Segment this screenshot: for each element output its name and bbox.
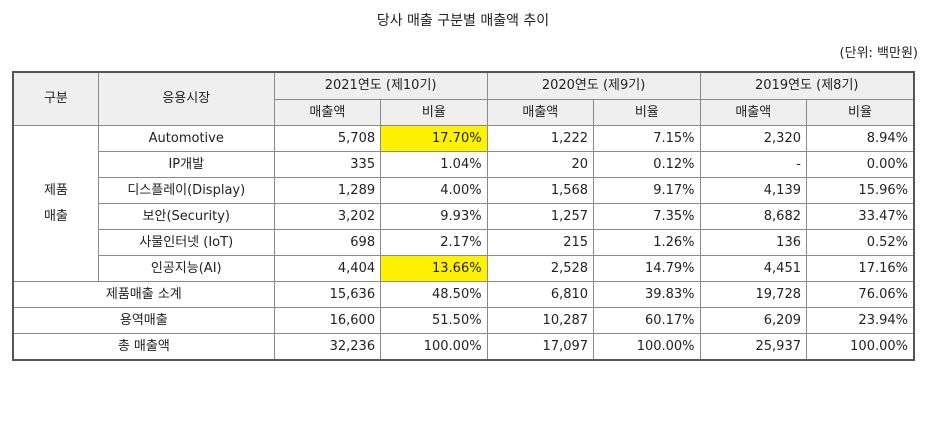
ratio-cell: 2.17%: [380, 229, 488, 256]
sales-cell: 5,708: [273, 125, 382, 152]
sales-cell: 19,728: [699, 281, 808, 308]
ratio-cell: 100.00%: [806, 333, 915, 361]
sales-cell: 8,682: [699, 203, 808, 230]
sales-cell: 20: [486, 151, 595, 178]
market-cell: 인공지능(AI): [97, 255, 275, 282]
sales-cell: 10,287: [486, 307, 595, 334]
sales-cell: 1,257: [486, 203, 595, 230]
summary-label: 용역매출: [12, 307, 275, 334]
header-row-metrics: 매출액 비율 매출액 비율 매출액 비율: [13, 99, 915, 126]
sales-cell: 698: [273, 229, 382, 256]
sales-cell: 1,568: [486, 177, 595, 204]
ratio-cell: 0.52%: [806, 229, 915, 256]
header-year-2021: 2021연도 (제10기): [273, 71, 488, 100]
ratio-cell: 60.17%: [593, 307, 701, 334]
sales-cell: 3,202: [273, 203, 382, 230]
table-row: 보안(Security) 3,202 9.93% 1,257 7.35% 8,682 33.…: [13, 203, 915, 230]
ratio-cell: 1.26%: [593, 229, 701, 256]
revenue-table: 구분 응용시장 2021연도 (제10기) 2020연도 (제9기) 2019연…: [12, 71, 915, 361]
table-row: 인공지능(AI) 4,404 13.66% 2,528 14.79% 4,451 17.16…: [13, 255, 915, 282]
sales-cell: 32,236: [273, 333, 382, 361]
sales-cell: 4,451: [699, 255, 808, 282]
header-ratio: 비율: [806, 99, 915, 126]
sales-cell: -: [699, 151, 808, 178]
header-market: 응용시장: [97, 71, 275, 126]
group-label-line: 매출: [43, 208, 68, 224]
table-row: 사물인터넷 (IoT) 698 2.17% 215 1.26% 136 0.52%: [13, 229, 915, 256]
ratio-cell: 9.93%: [380, 203, 488, 230]
ratio-cell: 17.16%: [806, 255, 915, 282]
header-year-2020: 2020연도 (제9기): [486, 71, 701, 100]
ratio-cell: 39.83%: [593, 281, 701, 308]
ratio-cell: 7.15%: [593, 125, 701, 152]
group-label-line: 제품: [43, 182, 68, 198]
header-ratio: 비율: [380, 99, 488, 126]
summary-label: 총 매출액: [12, 333, 275, 361]
ratio-cell: 8.94%: [806, 125, 915, 152]
summary-label: 제품매출 소계: [12, 281, 275, 308]
ratio-cell: 76.06%: [806, 281, 915, 308]
sales-cell: 25,937: [699, 333, 808, 361]
header-ratio: 비율: [593, 99, 701, 126]
ratio-cell: 14.79%: [593, 255, 701, 282]
table-row: 제품 매출 Automotive 5,708 17.70% 1,222 7.15% 2,320…: [12, 125, 915, 282]
ratio-cell: 15.96%: [806, 177, 915, 204]
market-cell: 사물인터넷 (IoT): [97, 229, 275, 256]
ratio-cell: 33.47%: [806, 203, 915, 230]
market-cell: 디스플레이(Display): [97, 177, 275, 204]
header-row-years: 구분 응용시장 2021연도 (제10기) 2020연도 (제9기) 2019연…: [12, 71, 915, 126]
ratio-cell: 13.66%: [380, 255, 488, 282]
ratio-cell: 51.50%: [380, 307, 488, 334]
header-sales: 매출액: [486, 99, 595, 126]
sales-cell: 15,636: [273, 281, 382, 308]
sales-cell: 17,097: [486, 333, 595, 361]
market-cell: Automotive: [97, 125, 275, 152]
ratio-cell: 17.70%: [380, 125, 488, 152]
ratio-cell: 0.12%: [593, 151, 701, 178]
table-row: 디스플레이(Display) 1,289 4.00% 1,568 9.17% 4,139 1…: [13, 177, 915, 204]
summary-row: 총 매출액 32,236 100.00% 17,097 100.00% 25,937 100…: [12, 333, 915, 361]
header-group: 구분: [12, 71, 99, 126]
sales-cell: 4,139: [699, 177, 808, 204]
market-cell: IP개발: [97, 151, 275, 178]
sales-cell: 16,600: [273, 307, 382, 334]
ratio-cell: 100.00%: [593, 333, 701, 361]
header-sales: 매출액: [699, 99, 808, 126]
market-cell: 보안(Security): [97, 203, 275, 230]
ratio-cell: 1.04%: [380, 151, 488, 178]
header-year-2019: 2019연도 (제8기): [699, 71, 915, 100]
sales-cell: 215: [486, 229, 595, 256]
ratio-cell: 0.00%: [806, 151, 915, 178]
header-sales: 매출액: [273, 99, 382, 126]
sales-cell: 1,222: [486, 125, 595, 152]
sales-cell: 4,404: [273, 255, 382, 282]
ratio-cell: 9.17%: [593, 177, 701, 204]
sales-cell: 6,810: [486, 281, 595, 308]
sales-cell: 2,528: [486, 255, 595, 282]
ratio-cell: 23.94%: [806, 307, 915, 334]
unit-label: (단위: 백만원): [839, 46, 918, 61]
sales-cell: 1,289: [273, 177, 382, 204]
ratio-cell: 4.00%: [380, 177, 488, 204]
table-row: IP개발 335 1.04% 20 0.12% -0.00%: [13, 151, 915, 178]
ratio-cell: 100.00%: [380, 333, 488, 361]
sales-cell: 6,209: [699, 307, 808, 334]
sales-cell: 2,320: [699, 125, 808, 152]
summary-row: 용역매출 16,600 51.50% 10,287 60.17% 6,209 23.94%: [12, 307, 915, 334]
ratio-cell: 7.35%: [593, 203, 701, 230]
ratio-cell: 48.50%: [380, 281, 488, 308]
summary-row: 제품매출 소계 15,636 48.50% 6,810 39.83% 19,728 76.0…: [12, 281, 915, 308]
sales-cell: 136: [699, 229, 808, 256]
table-title: 당사 매출 구분별 매출액 추이: [376, 13, 550, 29]
sales-cell: 335: [273, 151, 382, 178]
